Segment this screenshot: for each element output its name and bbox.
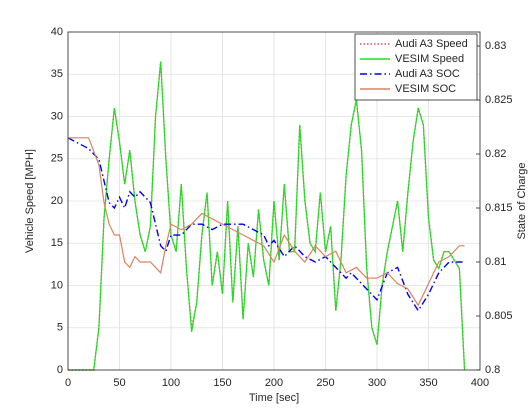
y2-tick-label: 0.8: [485, 364, 500, 376]
x-tick-label: 350: [419, 377, 437, 389]
y2-tick-label: 0.815: [485, 202, 513, 214]
x-tick-label: 200: [265, 377, 283, 389]
y-tick-label: 10: [51, 279, 63, 291]
series-line: [68, 137, 465, 307]
axes-box: [67, 31, 481, 371]
y2-tick-label: 0.825: [485, 94, 513, 106]
x-tick-label: 400: [471, 377, 489, 389]
y-tick-label: 15: [51, 237, 63, 249]
series-line: [67, 137, 463, 312]
legend-label: Audi A3 SOC: [395, 68, 460, 80]
x-tick-label: 0: [65, 377, 71, 389]
y2-tick-label: 0.83: [485, 40, 506, 52]
y-tick-label: 35: [51, 68, 63, 80]
legend-label: Audi A3 Speed: [395, 38, 468, 50]
y-tick-label: 40: [51, 26, 63, 38]
x-tick-label: 250: [316, 377, 334, 389]
y2-axis-label: State of Charge: [516, 162, 528, 239]
legend-label: VESIM Speed: [395, 53, 464, 65]
y2-tick-label: 0.805: [485, 310, 513, 322]
x-axis-label: Time [sec]: [249, 392, 299, 404]
y-tick-label: 20: [51, 195, 63, 207]
y-tick-label: 0: [57, 364, 63, 376]
x-tick-label: 100: [162, 377, 180, 389]
x-tick-label: 50: [113, 377, 125, 389]
y-axis-label: Vehicle Speed [MPH]: [24, 149, 36, 253]
y-tick-label: 25: [51, 153, 63, 165]
y2-tick-label: 0.82: [485, 148, 506, 160]
y-tick-label: 30: [51, 110, 63, 122]
x-tick-label: 300: [368, 377, 386, 389]
x-tick-label: 150: [213, 377, 231, 389]
legend-label: VESIM SOC: [395, 83, 456, 95]
y2-tick-label: 0.81: [485, 256, 506, 268]
y-tick-label: 5: [57, 322, 63, 334]
